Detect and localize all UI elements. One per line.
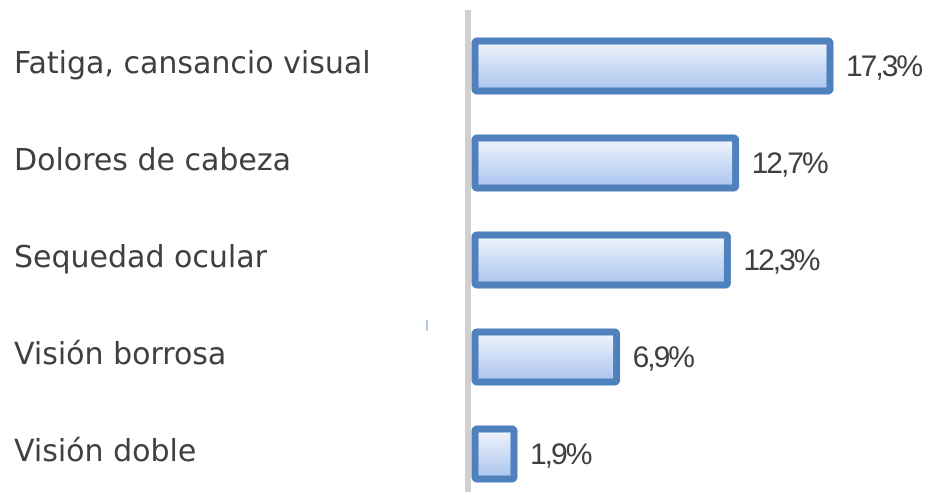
value-label: 1,9%: [530, 438, 592, 471]
category-label: Dolores de cabeza: [14, 143, 291, 178]
bar: [471, 425, 518, 483]
value-label: 17,3%: [846, 50, 922, 83]
bar: [471, 134, 740, 192]
bar: [471, 328, 621, 386]
category-label: Visión doble: [14, 434, 196, 469]
category-label: Visión borrosa: [14, 337, 226, 372]
value-label: 6,9%: [633, 341, 695, 374]
value-label: 12,3%: [743, 244, 819, 277]
category-label: Fatiga, cansancio visual: [14, 46, 371, 81]
category-label: Sequedad ocular: [14, 240, 268, 275]
value-label: 12,7%: [752, 147, 828, 180]
bar: [471, 231, 731, 289]
bar: [471, 37, 834, 95]
